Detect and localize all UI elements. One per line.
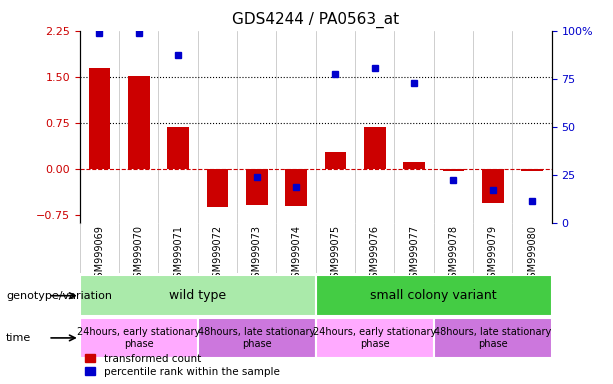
Text: GSM999071: GSM999071 [173,225,183,284]
Bar [207,169,228,207]
Bar [443,169,464,171]
Bar [482,169,503,203]
Text: time: time [6,333,31,343]
Text: small colony variant: small colony variant [370,289,497,302]
Text: GSM999077: GSM999077 [409,225,419,284]
Text: genotype/variation: genotype/variation [6,291,112,301]
Bar [128,76,150,169]
Bar [80,318,197,358]
Text: 48hours, late stationary
phase: 48hours, late stationary phase [198,327,315,349]
Text: GSM999073: GSM999073 [252,225,262,284]
Text: 48hours, late stationary
phase: 48hours, late stationary phase [434,327,551,349]
Text: GSM999075: GSM999075 [330,225,340,284]
Bar [285,169,307,206]
Text: 24hours, early stationary
phase: 24hours, early stationary phase [77,327,200,349]
Text: GSM999074: GSM999074 [291,225,301,284]
Text: GSM999072: GSM999072 [212,225,223,284]
Bar [167,127,189,169]
Text: GSM999070: GSM999070 [134,225,143,284]
Text: GSM999078: GSM999078 [448,225,459,284]
Bar [80,275,316,316]
Bar [364,127,386,169]
Text: 24hours, early stationary
phase: 24hours, early stationary phase [313,327,436,349]
Title: GDS4244 / PA0563_at: GDS4244 / PA0563_at [232,12,399,28]
Text: GSM999079: GSM999079 [488,225,498,284]
Bar [246,169,267,205]
Bar [434,318,552,358]
Legend: transformed count, percentile rank within the sample: transformed count, percentile rank withi… [85,354,280,377]
Text: GSM999076: GSM999076 [370,225,379,284]
Text: GSM999080: GSM999080 [527,225,537,284]
Text: GSM999069: GSM999069 [94,225,104,284]
Bar [324,152,346,169]
Bar [316,275,552,316]
Bar [316,318,434,358]
Bar [197,318,316,358]
Bar [521,169,543,171]
Text: wild type: wild type [169,289,226,302]
Bar [88,68,110,169]
Bar [403,162,425,169]
